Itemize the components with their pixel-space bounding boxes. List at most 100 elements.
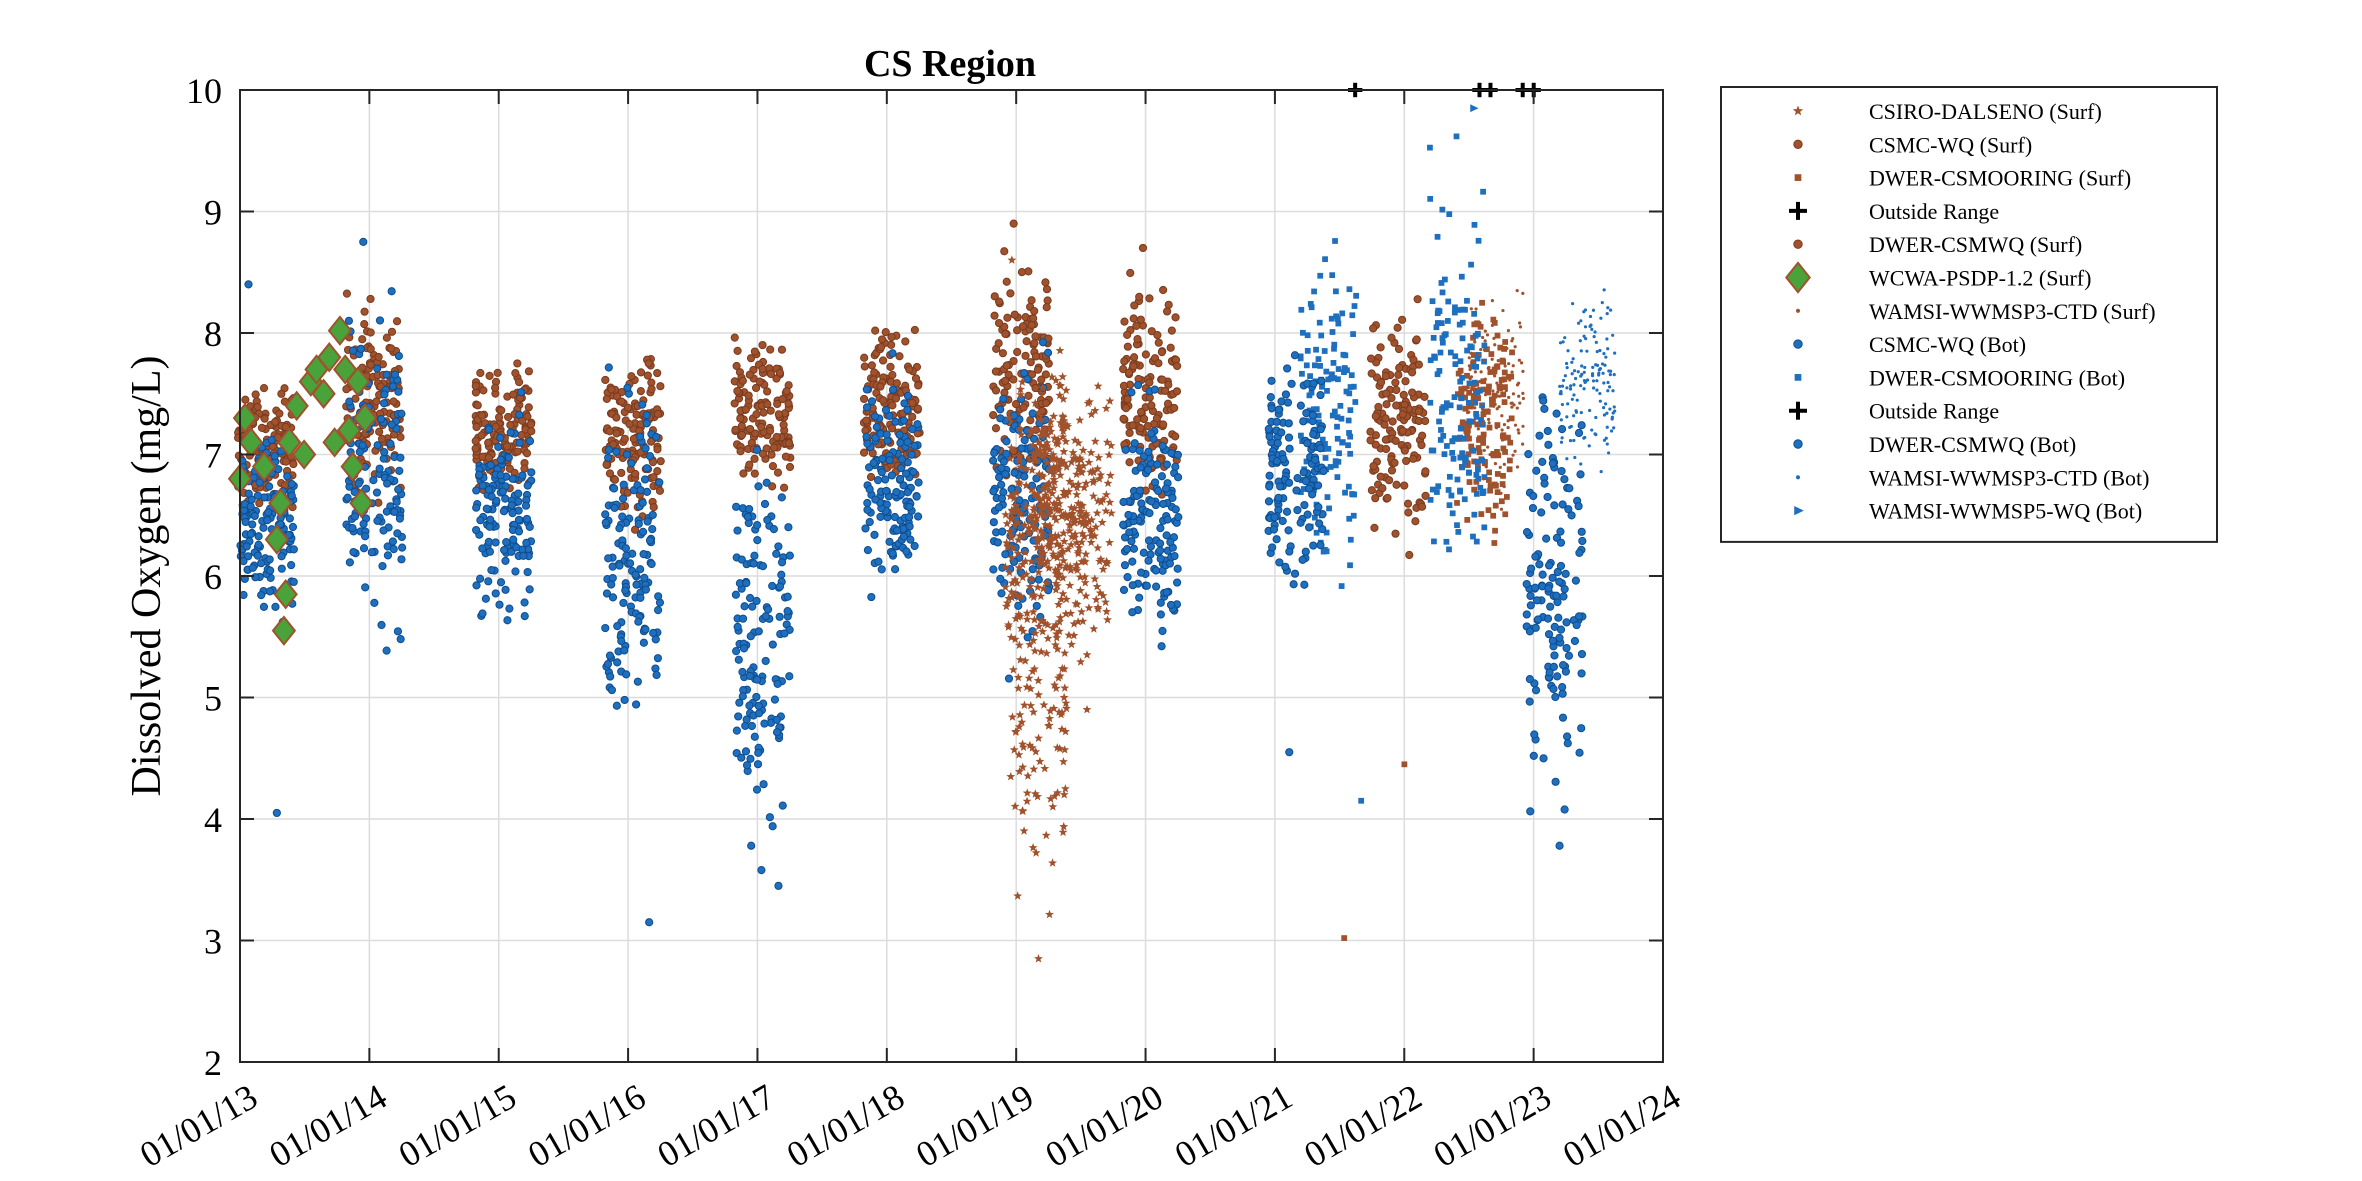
data-point: [1479, 299, 1485, 306]
data-point: [1156, 524, 1165, 533]
data-point: [479, 386, 488, 395]
data-point: [768, 462, 778, 471]
data-point: [645, 536, 655, 545]
data-point: [374, 352, 383, 362]
data-point: [1022, 614, 1032, 624]
data-point: [910, 441, 919, 450]
data-point: [908, 412, 917, 421]
data-point: [372, 397, 381, 406]
data-point: [1501, 399, 1508, 405]
data-point: [1515, 406, 1519, 410]
data-point: [253, 402, 262, 412]
data-point: [1290, 569, 1300, 578]
data-point: [283, 472, 292, 481]
data-point: [1597, 368, 1601, 372]
legend-marker: [1793, 239, 1803, 249]
data-point: [653, 368, 662, 378]
data-point: [494, 413, 504, 422]
data-point: [1459, 374, 1465, 381]
data-point: [390, 507, 399, 516]
data-point: [1019, 826, 1029, 835]
data-point: [1335, 366, 1342, 372]
data-point: [1171, 505, 1180, 514]
data-point: [1528, 503, 1538, 513]
data-point: [1470, 104, 1479, 113]
data-point: [472, 525, 481, 535]
data-point: [378, 561, 387, 571]
data-point: [1292, 486, 1301, 495]
data-point: [871, 495, 880, 504]
data-point: [763, 515, 772, 525]
data-point: [1473, 370, 1477, 374]
data-point: [1035, 756, 1045, 766]
data-point: [760, 499, 770, 509]
data-point: [1576, 321, 1581, 325]
data-point: [1454, 500, 1460, 506]
data-point: [1042, 303, 1051, 312]
data-point: [740, 602, 749, 611]
data-point: [1562, 618, 1571, 627]
data-point: [1033, 582, 1043, 592]
data-point: [640, 573, 649, 583]
data-point: [990, 292, 999, 301]
data-point: [1173, 361, 1182, 371]
x-tick-label: 01/01/18: [780, 1076, 911, 1175]
data-point: [379, 526, 388, 535]
data-point: [1401, 377, 1410, 386]
data-point: [888, 349, 897, 358]
legend-marker: [1795, 308, 1801, 313]
data-point: [1139, 548, 1148, 557]
data-point: [1487, 371, 1491, 376]
data-point: [1293, 474, 1302, 483]
data-point: [1004, 370, 1013, 379]
data-point: [501, 585, 510, 594]
data-point: [1448, 492, 1455, 499]
data-point: [1479, 402, 1483, 406]
data-point: [730, 333, 739, 342]
data-point: [525, 436, 535, 446]
data-point: [1065, 580, 1075, 590]
data-point: [750, 551, 759, 560]
data-point: [862, 403, 872, 412]
data-point: [1093, 381, 1103, 390]
data-point: [354, 479, 363, 488]
data-point: [1473, 363, 1479, 370]
data-point: [1076, 586, 1085, 595]
data-point: [895, 474, 905, 484]
data-point: [903, 405, 912, 414]
data-point: [1013, 326, 1022, 335]
data-point: [1427, 144, 1433, 151]
data-point: [1526, 807, 1535, 816]
data-point: [1481, 436, 1486, 441]
data-point: [525, 585, 534, 594]
data-point: [1439, 289, 1446, 296]
data-point: [366, 344, 375, 354]
data-point: [1038, 338, 1048, 347]
data-point: [1129, 314, 1138, 323]
data-point: [1502, 511, 1509, 518]
data-point: [1579, 410, 1583, 415]
data-point: [1545, 668, 1554, 677]
data-point: [1540, 404, 1549, 413]
data-point: [1059, 536, 1069, 546]
data-point: [1345, 417, 1352, 424]
data-point: [604, 554, 613, 563]
data-point: [733, 386, 742, 396]
data-point: [753, 675, 762, 684]
data-point: [1521, 291, 1525, 295]
data-point: [1582, 370, 1586, 374]
data-point: [622, 450, 632, 459]
data-point: [870, 368, 879, 377]
data-point: [1369, 324, 1378, 333]
data-point: [520, 598, 529, 607]
y-tick-label: 9: [204, 193, 222, 233]
data-point: [627, 372, 636, 381]
data-point: [754, 482, 763, 491]
data-point: [1532, 596, 1542, 605]
data-point: [1159, 499, 1168, 509]
data-point: [744, 391, 753, 400]
data-point: [471, 444, 480, 453]
data-point: [1040, 763, 1050, 773]
data-point: [1013, 347, 1022, 357]
data-point: [486, 515, 495, 524]
